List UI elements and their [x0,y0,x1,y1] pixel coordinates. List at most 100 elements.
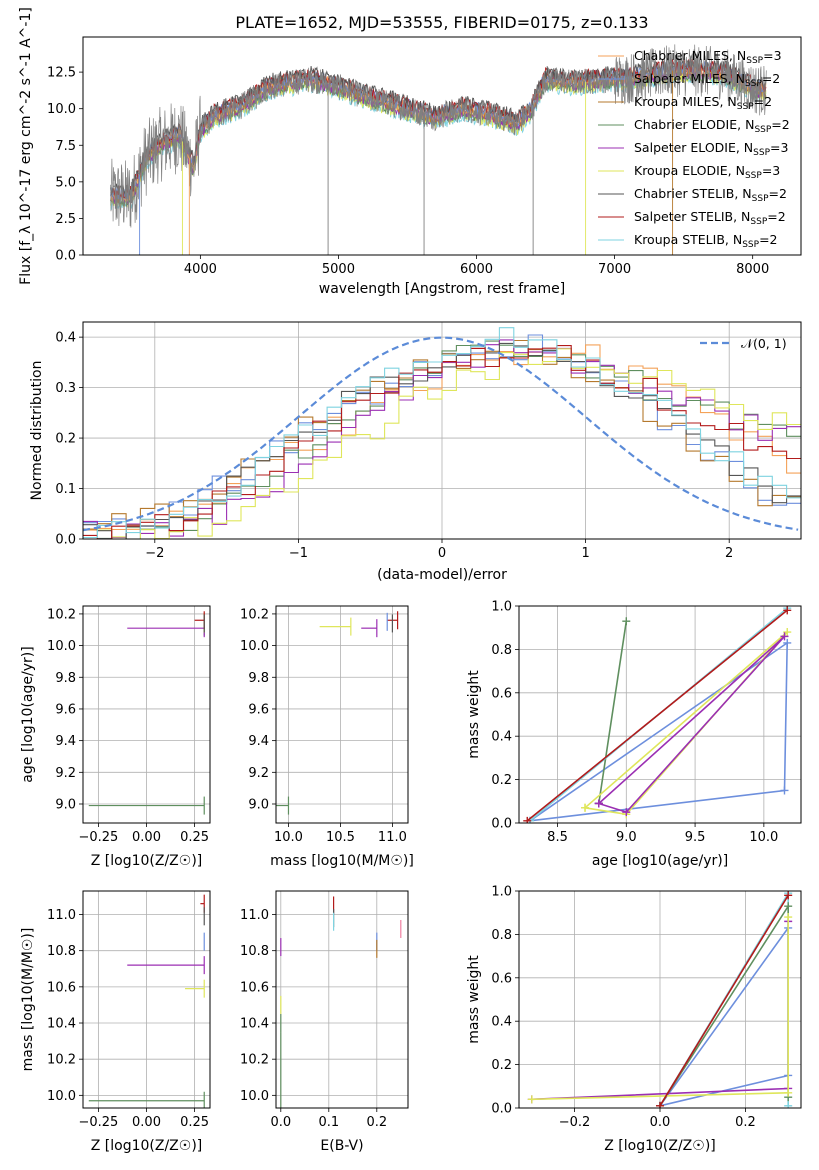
x-tick-label: 2 [725,546,733,561]
x-tick-label: 0.2 [735,1115,756,1130]
y-axis-label: mass weight [466,955,482,1044]
x-tick-label: 0.1 [318,1115,339,1130]
x-tick-label: 1 [581,546,589,561]
y-axis-label: age [log10(age/yr)] [20,646,36,782]
y-tick-label: 1.0 [491,885,512,900]
y-tick-label: 0.1 [55,482,76,497]
plot-area [527,891,793,1108]
x-tick-label: 4000 [184,262,217,277]
weight-marker [783,606,792,615]
axes-weight_vs_age: 8.5 9.0 9.5 10.0 0.0 0.2 0.4 0.6 0.8 1.0 age [log1… [466,600,802,869]
y-tick-label: 0.3 [55,381,76,396]
weight-marker [594,799,603,808]
histogram-step [83,339,801,539]
y-tick-label: 0.8 [491,643,512,658]
plot-area [110,44,767,255]
weight-line [529,641,789,822]
y-tick-label: 10.8 [47,944,76,959]
y-tick-label: 10.4 [240,1017,269,1032]
legend-label: Salpeter MILES, NSSP=2 [634,71,780,89]
y-tick-label: 10.2 [240,607,269,622]
legend-label: Chabrier ELODIE, NSSP=2 [634,117,790,135]
axes-mass_vs_Z: −0.25 0.00 0.25 10.0 10.2 10.4 10.6 10.8 11.0 Z [… [20,890,211,1154]
x-tick-label: 0.0 [650,1115,671,1130]
weight-marker [523,816,532,823]
x-tick-label: 0 [438,546,446,561]
y-tick-label: 0.0 [491,1102,512,1117]
y-tick-label: 0.2 [55,432,76,447]
y-tick-label: 9.8 [248,671,269,686]
axes-frame [518,605,802,824]
axes-frame [82,890,211,1109]
y-tick-label: 10.4 [47,1017,76,1032]
weight-line [598,635,786,814]
plot-area [88,611,205,815]
x-tick-label: 0.25 [180,830,209,845]
weight-line [659,894,789,1107]
y-tick-label: 11.0 [47,908,76,923]
weight-line [659,903,789,1107]
weight-line [659,925,789,1107]
axes-frame [275,890,409,1109]
plot-area [280,896,402,1108]
x-tick-label: 0.00 [132,1115,161,1130]
weight-marker [780,786,789,795]
x-tick-label: 8000 [736,262,769,277]
weight-marker [527,1095,536,1104]
y-tick-label: 10.6 [240,980,269,995]
x-axis-label: Z [log10(Z/Z☉)] [604,1138,716,1154]
weight-marker [784,913,793,922]
chart-title: PLATE=1652, MJD=53555, FIBERID=0175, z=0… [235,13,648,32]
y-tick-label: 11.0 [240,908,269,923]
y-tick-label: 0.2 [491,1058,512,1073]
plot-area [83,327,801,539]
weight-marker [622,808,631,817]
y-tick-label: 2.5 [55,212,76,227]
x-tick-label: 10.0 [749,830,778,845]
axes-age_vs_Z: −0.25 0.00 0.25 9.0 9.2 9.4 9.6 9.8 10.0 10.2 Z [l… [20,605,211,869]
y-tick-label: 12.5 [47,66,76,81]
x-axis-label: (data-model)/error [377,567,507,583]
y-axis-label: mass weight [466,670,482,759]
y-tick-label: 9.0 [55,797,76,812]
x-axis-label: mass [log10(M/M☉)] [270,853,414,869]
y-tick-label: 9.0 [248,797,269,812]
y-tick-label: 10.0 [47,639,76,654]
legend-label: Salpeter ELODIE, NSSP=3 [634,140,788,158]
weight-marker [784,902,793,911]
y-axis-label: mass [log10(M/M☉)] [20,928,36,1072]
x-tick-label: 11.0 [378,830,407,845]
y-tick-label: 5.0 [55,175,76,190]
x-axis-label: E(B-V) [320,1138,363,1154]
axes-weight_vs_Z: −0.2 0.0 0.2 0.0 0.2 0.4 0.6 0.8 1.0 Z [log10(Z/Z… [466,885,802,1154]
y-tick-label: 0.0 [491,817,512,832]
y-tick-label: 10.2 [47,607,76,622]
y-tick-label: 9.6 [248,702,269,717]
x-axis-label: wavelength [Angstrom, rest frame] [319,281,565,297]
plot-area [88,894,205,1108]
weight-marker [784,1101,793,1108]
x-axis-label: Z [log10(Z/Z☉)] [91,1138,203,1154]
x-tick-label: 0.0 [270,1115,291,1130]
weight-marker [656,1101,664,1108]
y-tick-label: 0.4 [491,1015,512,1030]
legend-label: 𝒩(0, 1) [741,336,787,351]
x-axis-label: Z [log10(Z/Z☉)] [91,853,203,869]
y-tick-label: 0.8 [491,928,512,943]
axes-frame [518,890,802,1109]
weight-marker [783,638,792,647]
axes-spectrum: 4000 5000 6000 7000 8000 0.0 2.5 5.0 7.5 10.0 12.5… [18,7,802,297]
x-tick-label: 8.5 [547,830,568,845]
y-tick-label: 10.0 [47,102,76,117]
y-tick-label: 9.2 [55,766,76,781]
y-tick-label: 10.2 [240,1053,269,1068]
x-tick-label: −2 [145,546,164,561]
y-tick-label: 9.6 [55,702,76,717]
y-tick-label: 0.0 [55,249,76,264]
normal-distribution-curve [83,336,799,532]
weight-line [584,631,788,816]
y-axis-label: Normed distribution [29,361,45,501]
x-tick-label: 0.25 [180,1115,209,1130]
histogram-step [83,348,801,539]
